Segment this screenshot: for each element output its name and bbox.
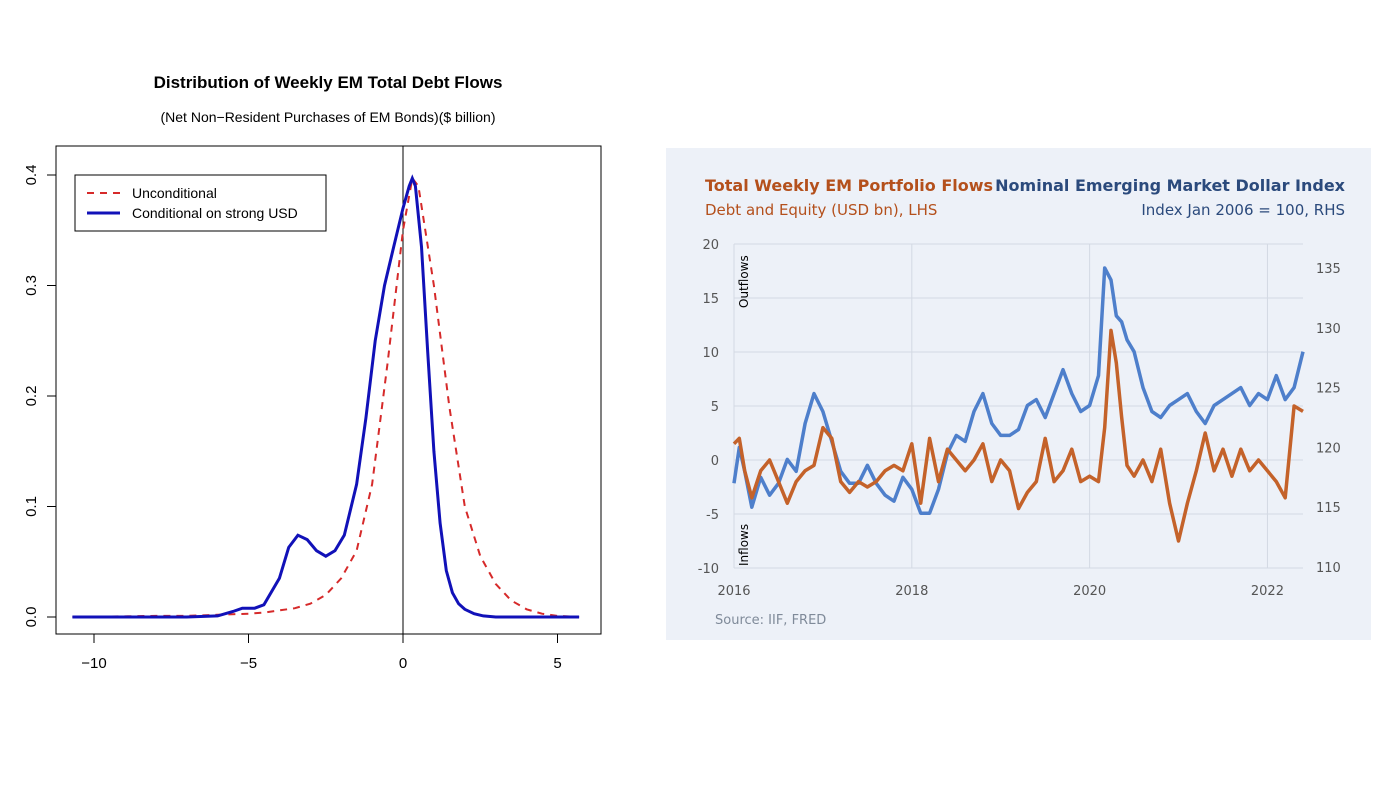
right-tick-label: 110 bbox=[1316, 561, 1341, 576]
right-tick-label: 130 bbox=[1316, 322, 1341, 337]
flows-subtitle: Debt and Equity (USD bn), LHS bbox=[705, 201, 938, 219]
y-tick-label: 0.1 bbox=[23, 496, 40, 517]
density-x-axis: −10 −5 0 5 bbox=[81, 633, 562, 672]
annotation-inflows: Inflows bbox=[737, 524, 751, 566]
annotation-outflows: Outflows bbox=[737, 255, 751, 308]
right-tick-label: 115 bbox=[1316, 501, 1341, 516]
series-line-portfolio-flows bbox=[732, 328, 1304, 543]
dollar-index-subtitle: Index Jan 2006 = 100, RHS bbox=[1141, 201, 1345, 219]
legend-label-conditional: Conditional on strong USD bbox=[132, 205, 298, 221]
flows-left-axis: 20 15 10 5 0 -5 -10 bbox=[698, 238, 719, 577]
y-tick-label: 0.4 bbox=[23, 165, 40, 186]
series-line-conditional bbox=[72, 174, 580, 619]
x-tick-label: 0 bbox=[399, 655, 407, 672]
density-chart-subtitle: (Net Non−Resident Purchases of EM Bonds)… bbox=[161, 109, 496, 125]
left-tick-label: -5 bbox=[706, 508, 719, 523]
density-y-axis: 0.0 0.1 0.2 0.3 0.4 bbox=[23, 165, 57, 628]
x-tick-label: 2018 bbox=[895, 584, 928, 599]
x-tick-label: −10 bbox=[81, 655, 106, 672]
series-line-dollar-index bbox=[732, 266, 1305, 515]
left-tick-label: 0 bbox=[711, 454, 719, 469]
density-chart: Distribution of Weekly EM Total Debt Flo… bbox=[23, 73, 602, 672]
left-tick-label: 10 bbox=[702, 346, 719, 361]
x-tick-label: 5 bbox=[553, 655, 561, 672]
dollar-index-title: Nominal Emerging Market Dollar Index bbox=[995, 176, 1345, 195]
density-chart-title: Distribution of Weekly EM Total Debt Flo… bbox=[154, 73, 503, 92]
density-legend: Unconditional Conditional on strong USD bbox=[74, 174, 327, 232]
x-tick-label: 2016 bbox=[717, 584, 750, 599]
flows-chart: 2016 2018 2020 2022 20 15 10 5 0 -5 -10 135 130 125… bbox=[698, 238, 1341, 628]
right-tick-label: 135 bbox=[1316, 262, 1341, 277]
x-tick-label: −5 bbox=[240, 655, 257, 672]
flows-right-axis: 135 130 125 120 115 110 bbox=[1316, 262, 1341, 576]
legend-box bbox=[74, 174, 327, 232]
flows-x-axis: 2016 2018 2020 2022 bbox=[717, 584, 1284, 599]
y-tick-label: 0.3 bbox=[23, 275, 40, 296]
right-tick-label: 120 bbox=[1316, 441, 1341, 456]
left-tick-label: 15 bbox=[702, 292, 719, 307]
flows-gridlines bbox=[733, 243, 1303, 569]
y-tick-label: 0.2 bbox=[23, 386, 40, 407]
flows-title: Total Weekly EM Portfolio Flows bbox=[705, 176, 994, 195]
left-tick-label: 20 bbox=[702, 238, 719, 253]
flows-panel: 2016 2018 2020 2022 20 15 10 5 0 -5 -10 135 130 125… bbox=[666, 148, 1371, 640]
source-note: Source: IIF, FRED bbox=[715, 613, 826, 628]
x-tick-label: 2022 bbox=[1251, 584, 1284, 599]
left-tick-label: -10 bbox=[698, 562, 719, 577]
x-tick-label: 2020 bbox=[1073, 584, 1106, 599]
series-line-unconditional bbox=[72, 175, 580, 618]
right-tick-label: 125 bbox=[1316, 382, 1341, 397]
left-tick-label: 5 bbox=[711, 400, 719, 415]
legend-label-unconditional: Unconditional bbox=[132, 185, 217, 201]
y-tick-label: 0.0 bbox=[23, 607, 40, 628]
